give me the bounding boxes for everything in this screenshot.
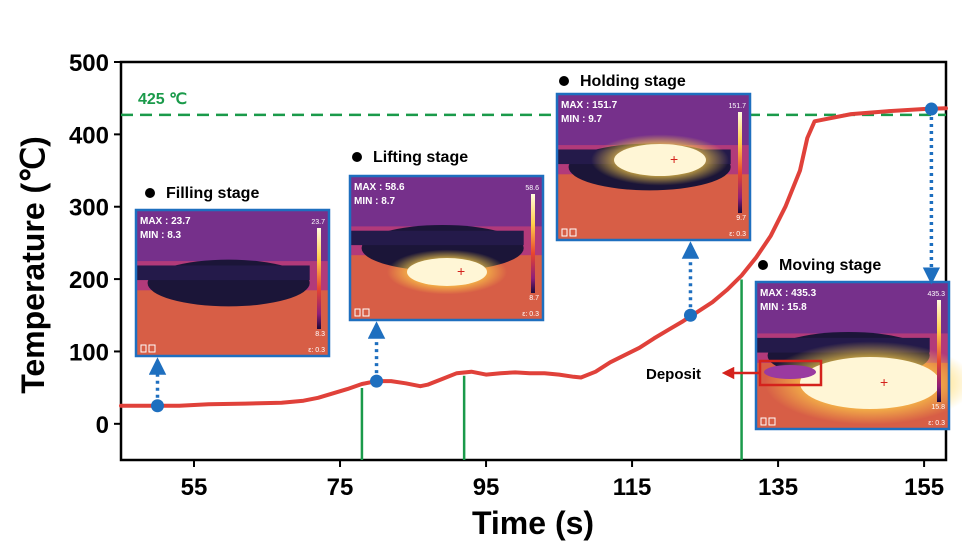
- x-tick-label: 115: [613, 474, 652, 501]
- stage-marker: [151, 399, 165, 413]
- min-readout: MIN : 9.7: [561, 114, 603, 125]
- scale-bottom-label: 8.7: [529, 295, 539, 302]
- deposit-label: Deposit: [646, 366, 701, 383]
- inset-border: [754, 280, 951, 431]
- scale-top-label: 23.7: [311, 219, 325, 226]
- stage-inset-filling: 23.7 8.3 MAX : 23.7 MIN : 8.3 ε: 0.3 Filling …: [134, 185, 331, 358]
- max-readout: MAX : 151.7: [561, 100, 618, 111]
- stage-inset-lifting: +58.6 8.7 MAX : 58.6 MIN : 8.7 ε: 0.3 Lifting…: [348, 149, 545, 322]
- scale-bottom-label: 9.7: [736, 215, 746, 222]
- max-readout: MAX : 435.3: [760, 288, 817, 299]
- scale-bottom-label: 15.8: [931, 404, 945, 411]
- storage-icon: [768, 417, 776, 426]
- stage-insets: 23.7 8.3 MAX : 23.7 MIN : 8.3 ε: 0.3 Filling …: [134, 73, 962, 431]
- storage-icon: [362, 308, 370, 317]
- y-tick-label: 500: [69, 50, 109, 77]
- bullet-icon: [758, 260, 768, 270]
- y-tick-label: 400: [69, 122, 109, 149]
- min-readout: MIN : 8.3: [140, 230, 182, 241]
- emissivity-label: ε: 0.3: [928, 420, 945, 427]
- stage-label: Moving stage: [779, 257, 881, 274]
- y-tick-label: 200: [69, 267, 109, 294]
- axis-ticks: 55 75 95 115 135 155 0 100 200 300 400 500: [69, 50, 944, 501]
- x-axis-title: Time (s): [472, 505, 594, 541]
- stage-marker: [924, 102, 938, 116]
- emissivity-label: ε: 0.3: [729, 231, 746, 238]
- deposit-region: [764, 365, 816, 379]
- min-readout: MIN : 8.7: [354, 196, 396, 207]
- x-tick-label: 95: [473, 474, 500, 501]
- stage-marker: [683, 308, 697, 322]
- emissivity-label: ε: 0.3: [522, 311, 539, 318]
- battery-icon: [561, 228, 568, 237]
- scale-top-label: 58.6: [525, 185, 539, 192]
- scale-bottom-label: 8.3: [315, 331, 325, 338]
- max-readout: MAX : 58.6: [354, 182, 405, 193]
- stage-inset-moving: +435.3 15.8 MAX : 435.3 MIN : 15.8 ε: 0.3 Mov…: [754, 257, 962, 431]
- y-tick-label: 0: [96, 412, 109, 439]
- stage-inset-holding: +151.7 9.7 MAX : 151.7 MIN : 9.7 ε: 0.3 Holdi…: [555, 73, 752, 242]
- crosshair-icon: +: [457, 263, 465, 279]
- color-scale-bar: [738, 112, 742, 213]
- x-tick-label: 155: [904, 474, 944, 501]
- series-temperature: [119, 106, 948, 408]
- deposit-annotation: Deposit: [646, 359, 823, 387]
- color-scale-bar: [531, 194, 535, 293]
- inset-border: [555, 92, 752, 242]
- bullet-icon: [559, 76, 569, 86]
- inset-border: [134, 208, 331, 358]
- y-tick-label: 100: [69, 339, 109, 366]
- battery-icon: [354, 308, 361, 317]
- y-tick-label: 300: [69, 195, 109, 222]
- color-scale-bar: [937, 300, 941, 402]
- stage-label: Holding stage: [580, 73, 686, 90]
- stage-label: Lifting stage: [373, 149, 468, 166]
- emissivity-label: ε: 0.3: [308, 347, 325, 354]
- x-tick-label: 135: [758, 474, 798, 501]
- stage-marker: [370, 374, 384, 388]
- y-axis-title: Temperature (℃): [15, 136, 51, 394]
- bullet-icon: [145, 188, 155, 198]
- max-readout: MAX : 23.7: [140, 216, 191, 227]
- storage-icon: [569, 228, 577, 237]
- x-tick-label: 75: [327, 474, 354, 501]
- bullet-icon: [352, 152, 362, 162]
- color-scale-bar: [317, 228, 321, 329]
- stage-connectors: [148, 102, 941, 413]
- stage-label: Filling stage: [166, 185, 259, 202]
- stage-boundaries: [360, 279, 743, 460]
- min-readout: MIN : 15.8: [760, 302, 807, 313]
- battery-icon: [760, 417, 767, 426]
- crosshair-icon: +: [670, 151, 678, 167]
- storage-icon: [148, 344, 156, 353]
- scale-top-label: 435.3: [927, 291, 945, 298]
- x-tick-label: 55: [181, 474, 208, 501]
- scale-top-label: 151.7: [728, 103, 746, 110]
- crosshair-icon: +: [880, 374, 888, 390]
- battery-icon: [140, 344, 147, 353]
- inset-border: [348, 174, 545, 322]
- reference-line-label: 425 ℃: [138, 91, 187, 108]
- plot-frame: [119, 60, 948, 462]
